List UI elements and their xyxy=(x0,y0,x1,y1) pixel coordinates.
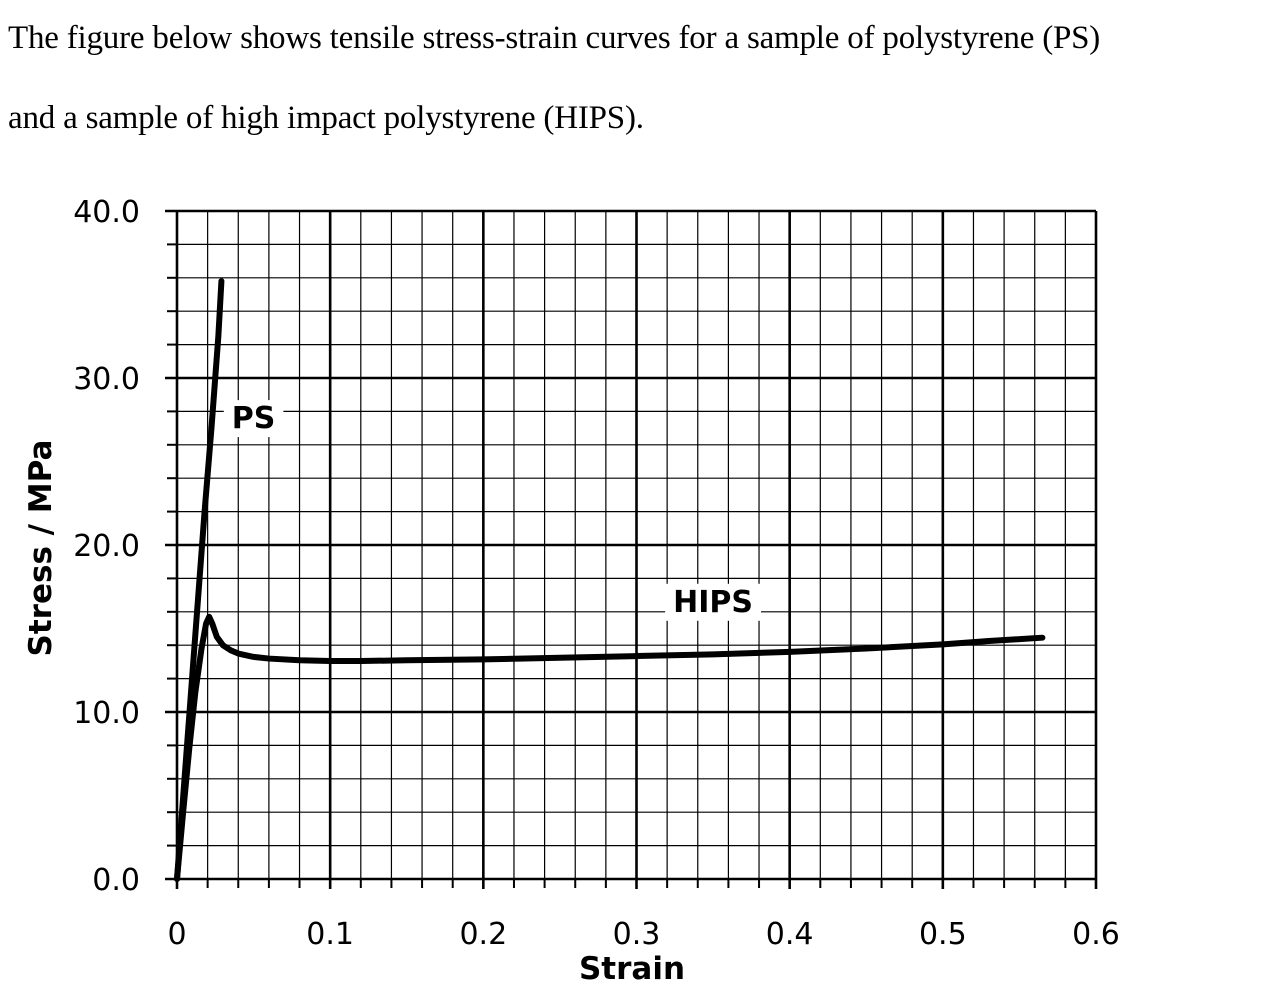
x-tick-label: 0.1 xyxy=(306,917,354,952)
y-axis-title: Stress / MPa xyxy=(23,440,59,657)
series-label-hips: HIPS xyxy=(673,585,753,620)
series-labels: PS HIPS xyxy=(223,400,762,621)
y-tick-label: 40.0 xyxy=(73,195,140,230)
y-tick-labels: 0.0 10.0 20.0 30.0 40.0 xyxy=(73,195,140,898)
x-tick-label: 0.6 xyxy=(1072,917,1120,952)
series-line-hips xyxy=(174,613,1046,882)
series-label-ps: PS xyxy=(232,401,276,436)
major-gridlines xyxy=(165,209,1098,889)
x-tick-labels: 0 0.1 0.2 0.3 0.4 0.5 0.6 xyxy=(167,917,1119,952)
axis-ticks xyxy=(167,243,1067,888)
x-tick-label: 0.4 xyxy=(766,917,814,952)
intro-text-line-2: and a sample of high impact polystyrene … xyxy=(8,100,644,136)
series-lines xyxy=(174,278,1046,882)
intro-text-line-1: The figure below shows tensile stress-st… xyxy=(8,20,1101,56)
x-tick-label: 0.5 xyxy=(919,917,967,952)
y-tick-label: 20.0 xyxy=(73,529,140,564)
x-axis-title: Strain xyxy=(579,951,685,987)
x-tick-label: 0.2 xyxy=(459,917,507,952)
y-tick-label: 10.0 xyxy=(73,696,140,731)
y-tick-label: 0.0 xyxy=(92,863,140,898)
y-tick-label: 30.0 xyxy=(73,362,140,397)
x-tick-label: 0 xyxy=(167,917,186,952)
series-label-bg-ps xyxy=(223,400,284,438)
x-tick-label: 0.3 xyxy=(613,917,661,952)
series-label-bg-hips xyxy=(665,583,762,621)
